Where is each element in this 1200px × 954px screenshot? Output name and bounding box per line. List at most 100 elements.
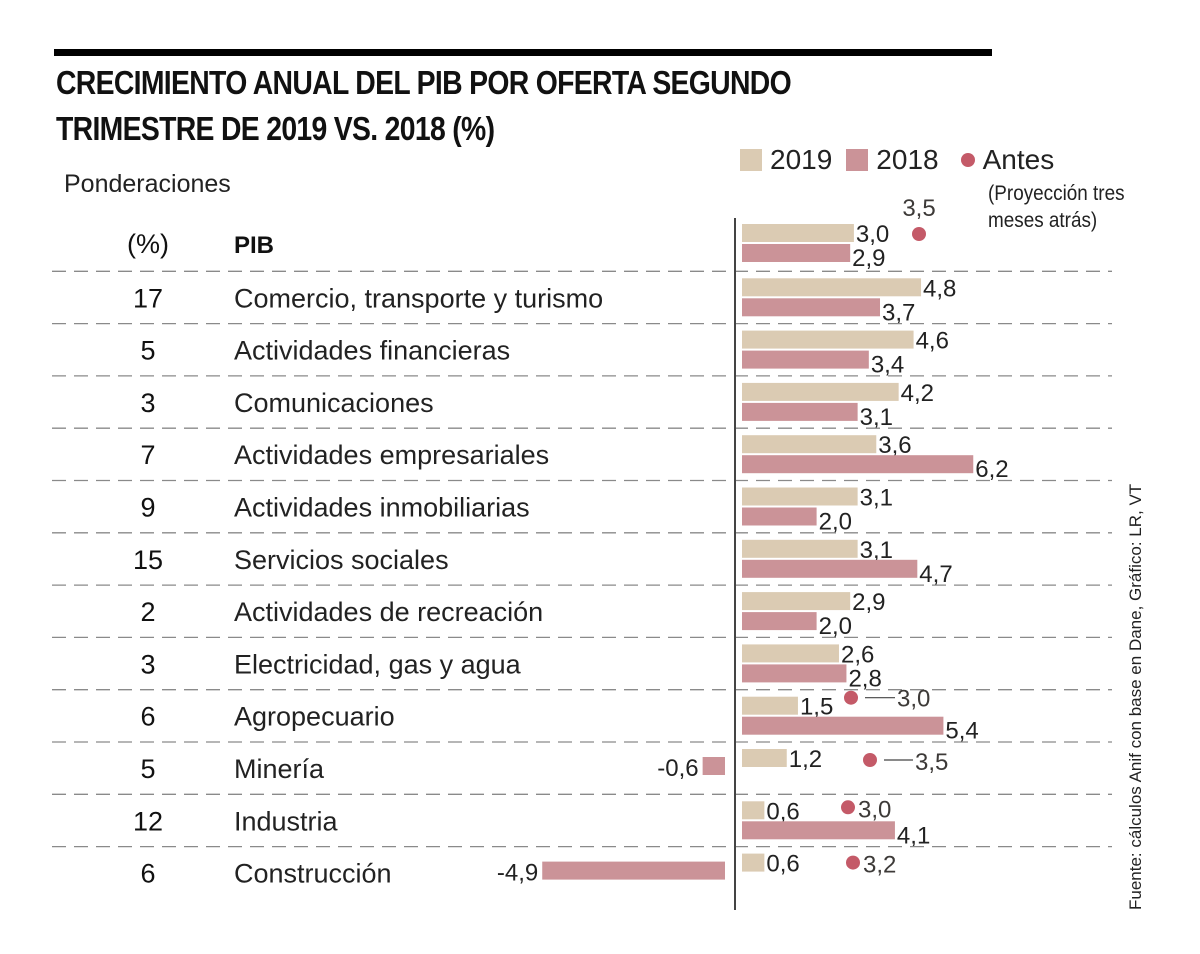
row-label: Comunicaciones xyxy=(234,388,434,418)
bar-label-2019: 3,0 xyxy=(856,221,889,248)
dot-label-antes: 3,0 xyxy=(858,796,891,823)
row-label: PIB xyxy=(234,232,274,259)
bar-label-2018: 2,0 xyxy=(819,613,852,640)
bar-label-2018: 4,7 xyxy=(919,561,952,588)
bar-2019 xyxy=(742,749,787,767)
dot-label-antes: 3,5 xyxy=(915,749,948,776)
legend: 2019 2018 Antes xyxy=(740,144,1062,176)
bar-2018 xyxy=(742,402,858,421)
row-label: Servicios sociales xyxy=(234,545,449,575)
bar-2019 xyxy=(742,330,914,349)
bar-label-2019: 2,6 xyxy=(841,641,874,668)
legend-label-2018: 2018 xyxy=(876,144,939,175)
dot-antes xyxy=(844,690,858,705)
row-weight: 17 xyxy=(133,283,163,313)
bar-2019 xyxy=(742,382,899,401)
row-weight: 7 xyxy=(140,440,155,470)
row-weight: (%) xyxy=(127,229,169,259)
bar-label-2019: 3,6 xyxy=(878,432,911,459)
row-label: Actividades de recreación xyxy=(234,597,543,627)
dot-antes xyxy=(863,753,877,767)
dot-antes xyxy=(841,800,855,815)
bar-label-2018: -4,9 xyxy=(497,860,538,887)
bar-2018-negative xyxy=(702,757,725,775)
legend-label-2019: 2019 xyxy=(770,144,833,175)
bar-label-2018: 2,8 xyxy=(848,665,881,692)
dot-antes xyxy=(912,227,926,241)
row-weight: 3 xyxy=(140,649,155,679)
row-weight: 15 xyxy=(133,545,163,575)
row-weight: 12 xyxy=(133,806,163,836)
title-line-2: TRIMESTRE DE 2019 VS. 2018 (%) xyxy=(56,110,495,147)
bar-label-2019: 3,1 xyxy=(860,537,893,564)
bar-label-2019: 0,6 xyxy=(766,851,799,878)
dot-label-antes: 3,0 xyxy=(897,686,930,713)
bar-2018 xyxy=(742,664,847,683)
row-label: Construcción xyxy=(234,859,392,889)
bar-label-2019: 2,9 xyxy=(852,589,885,616)
row-label: Minería xyxy=(234,754,325,784)
legend-note-line-2: meses atrás) xyxy=(988,209,1098,232)
bar-label-2018: 5,4 xyxy=(945,718,978,745)
source-note: Fuente: cálculos Anif con base en Dane, … xyxy=(1126,483,1145,910)
title-rule xyxy=(54,49,992,56)
bar-label-2018: 3,7 xyxy=(882,299,915,326)
bar-2019 xyxy=(742,224,854,242)
row-label: Actividades financieras xyxy=(234,336,510,366)
bar-2018 xyxy=(742,716,944,735)
bar-label-2018: 2,9 xyxy=(852,245,885,272)
bar-label-2019: 4,6 xyxy=(916,328,949,355)
legend-label-antes: Antes xyxy=(982,144,1055,175)
bar-label-2019: 4,8 xyxy=(923,275,956,302)
bar-2019 xyxy=(742,278,922,297)
legend-swatch-2019 xyxy=(740,149,762,171)
bar-label-2018: 2,0 xyxy=(819,509,852,536)
bar-2018 xyxy=(742,350,869,369)
bar-2018-negative xyxy=(542,861,725,880)
row-label: Electricidad, gas y agua xyxy=(234,649,522,679)
bar-2018 xyxy=(742,244,851,262)
bar-label-2019: 1,5 xyxy=(800,694,833,721)
title-line-1: CRECIMIENTO ANUAL DEL PIB POR OFERTA SEG… xyxy=(56,64,792,101)
bar-label-2019: 1,2 xyxy=(789,746,822,773)
bar-label-2019: 4,2 xyxy=(901,380,934,407)
legend-swatch-2018 xyxy=(846,149,869,171)
bar-2018 xyxy=(742,821,895,840)
legend-note-line-1: (Proyección tres xyxy=(988,182,1125,205)
legend-note: (Proyección tres meses atrás) xyxy=(988,180,1125,234)
row-label: Actividades inmobiliarias xyxy=(234,493,530,523)
row-label: Agropecuario xyxy=(234,702,395,732)
legend-dot-antes xyxy=(960,153,975,167)
bar-2018 xyxy=(742,559,918,578)
zero-axis xyxy=(734,218,736,910)
row-weight: 3 xyxy=(140,388,155,418)
bar-label-2018: 4,1 xyxy=(897,822,930,849)
chart-title: CRECIMIENTO ANUAL DEL PIB POR OFERTA SEG… xyxy=(56,60,792,152)
bar-2019 xyxy=(742,435,877,454)
bar-label-2018: -0,6 xyxy=(657,755,698,782)
row-label: Industria xyxy=(234,806,339,836)
bar-2019 xyxy=(742,801,765,820)
bar-2019 xyxy=(742,644,839,663)
row-weight: 5 xyxy=(140,754,155,784)
row-label: Actividades empresariales xyxy=(234,440,549,470)
row-weight: 6 xyxy=(140,702,155,732)
row-weight: 2 xyxy=(140,597,155,627)
bar-2019 xyxy=(742,696,798,715)
dot-label-antes: 3,2 xyxy=(863,852,896,879)
bar-label-2018: 6,2 xyxy=(975,456,1008,483)
row-label: Comercio, transporte y turismo xyxy=(234,283,603,313)
bar-2019 xyxy=(742,592,851,611)
bar-label-2019: 3,1 xyxy=(860,485,893,512)
bar-2019 xyxy=(742,487,858,506)
dot-antes xyxy=(846,855,860,870)
weights-header: Ponderaciones xyxy=(64,170,231,198)
row-weight: 6 xyxy=(140,859,155,889)
bar-2018 xyxy=(742,507,817,526)
bar-2019 xyxy=(742,539,858,558)
bar-2018 xyxy=(742,612,817,631)
bar-label-2018: 3,4 xyxy=(871,352,904,379)
bar-2019 xyxy=(742,853,765,872)
dot-label-antes: 3,5 xyxy=(902,195,935,222)
